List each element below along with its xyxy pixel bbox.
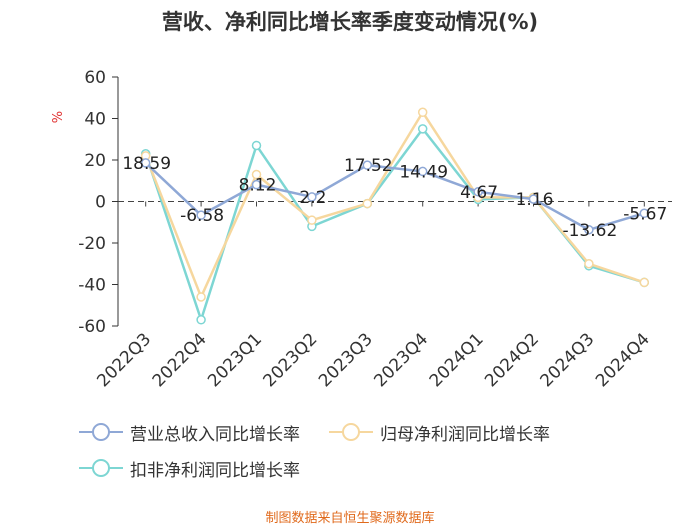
data-point [417,166,428,177]
x-tick-label: 2024Q3 [537,329,599,391]
data-point [362,160,373,170]
y-tick-label: -20 [78,234,106,254]
data-point [362,198,373,209]
data-point [251,179,262,190]
series-lines [140,107,650,325]
data-label: -6.58 [180,206,224,226]
x-tick-label: 2023Q1 [204,329,266,391]
x-tick-label: 2022Q4 [149,329,211,391]
data-point [251,140,262,151]
y-tick-label: -40 [78,276,106,296]
x-tick-label: 2022Q3 [93,329,155,391]
source-footer: 制图数据来自恒生聚源数据库 [265,511,435,526]
data-point [417,124,428,134]
legend-label-revenue: 营业总收入同比增长率 [130,424,300,445]
data-point [639,208,650,219]
legend-swatch-deducted-profit [79,459,123,477]
line-chart: 60 40 20 0 -20 -40 -602022Q32022Q42023Q12023Q2… [51,68,672,391]
x-tick-label: 2023Q2 [260,329,322,391]
data-point [417,107,428,118]
data-point [196,315,206,325]
data-point [307,192,317,202]
data-point [140,158,151,168]
data-point [639,277,650,288]
legend-item-net-profit[interactable]: 归母净利润同比增长率 [328,420,550,445]
data-point [584,225,594,235]
x-tick-label: 2024Q4 [592,329,654,391]
y-tick-label: 20 [84,151,106,171]
y-axis-unit-label: % [51,111,66,123]
series-line [144,111,645,299]
series-line [144,162,645,232]
legend-row-1: 营业总收入同比增长率 归母净利润同比增长率 [78,418,578,446]
x-tick-label: 2024Q1 [426,329,488,391]
legend-item-deducted-profit[interactable]: 扣非净利润同比增长率 [78,456,300,481]
legend-item-revenue[interactable]: 营业总收入同比增长率 [78,420,300,445]
data-point [196,210,206,220]
data-point [251,169,262,180]
legend-swatch-net-profit [329,423,373,441]
data-point [473,187,483,197]
data-label: 1.16 [516,190,554,210]
x-tick-label: 2024Q2 [481,329,543,391]
data-label: 18.59 [122,154,171,174]
y-tick-label: 60 [84,68,106,88]
y-tick-label: 0 [95,193,106,213]
legend-label-net-profit: 归母净利润同比增长率 [380,424,550,445]
data-label: 17.52 [344,156,393,176]
x-tick-label: 2023Q3 [315,329,377,391]
data-label: 4.67 [460,183,498,203]
y-tick-label: 40 [84,110,106,130]
data-point [528,194,539,204]
chart-title: 营收、净利同比增长率季度变动情况(%) [161,10,539,34]
y-tick-label: -60 [78,317,106,337]
data-label: 8.12 [239,176,277,196]
legend-label-deducted-profit: 扣非净利润同比增长率 [130,460,300,481]
data-label: -5.67 [623,204,667,224]
data-labels: 18.59 -6.58 8.12 2.2 17.52 14.49 4.67 1.16 -13.6… [122,154,667,241]
data-label: 14.49 [399,162,448,182]
x-tick-label: 2023Q4 [370,329,432,391]
data-point [584,259,594,269]
legend-swatch-revenue [79,423,123,441]
data-point [196,292,206,302]
data-point [307,215,317,225]
legend-row-2: 扣非净利润同比增长率 [78,454,328,482]
data-label: -13.62 [562,221,617,241]
data-label: 2.2 [299,188,326,208]
